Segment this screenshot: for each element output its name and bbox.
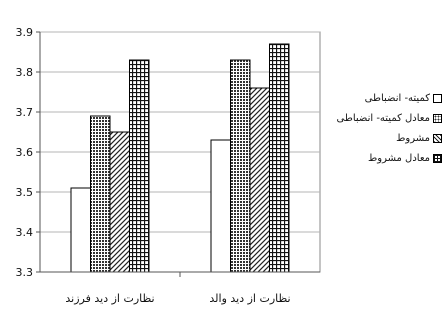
y-tick-label: 3.8: [16, 66, 34, 79]
y-tick-label: 3.4: [16, 226, 34, 239]
legend-swatch: [433, 114, 442, 123]
x-category-label: نظارت از دید والد: [209, 292, 290, 305]
bar: [230, 59, 251, 273]
legend-item: معادل مشروط: [368, 153, 442, 164]
legend-label: معادل کمیته- انضباطی: [336, 113, 430, 124]
bar: [269, 43, 290, 273]
legend-item: معادل کمیته- انضباطی: [337, 113, 442, 124]
legend-item: مشروط: [396, 133, 442, 144]
bar: [210, 139, 231, 273]
legend-item: کمیته- انضباطی: [365, 93, 442, 104]
bar: [249, 87, 270, 273]
bar: [109, 131, 130, 273]
bar: [129, 59, 150, 273]
y-tick-label: 3.9: [16, 26, 34, 39]
x-category-label: نظارت از دید فرزند: [65, 292, 154, 305]
bar: [90, 115, 111, 273]
y-tick-label: 3.5: [16, 186, 34, 199]
legend-label: کمیته- انضباطی: [364, 93, 430, 104]
legend-swatch: [433, 94, 442, 103]
legend-swatch: [433, 134, 442, 143]
y-tick-label: 3.6: [16, 146, 34, 159]
legend-label: مشروط: [396, 133, 430, 144]
y-tick-label: 3.7: [16, 106, 34, 119]
y-tick-label: 3.3: [16, 266, 34, 279]
bar: [70, 187, 91, 273]
legend-swatch: [433, 154, 442, 163]
legend-label: معادل مشروط: [368, 153, 430, 164]
